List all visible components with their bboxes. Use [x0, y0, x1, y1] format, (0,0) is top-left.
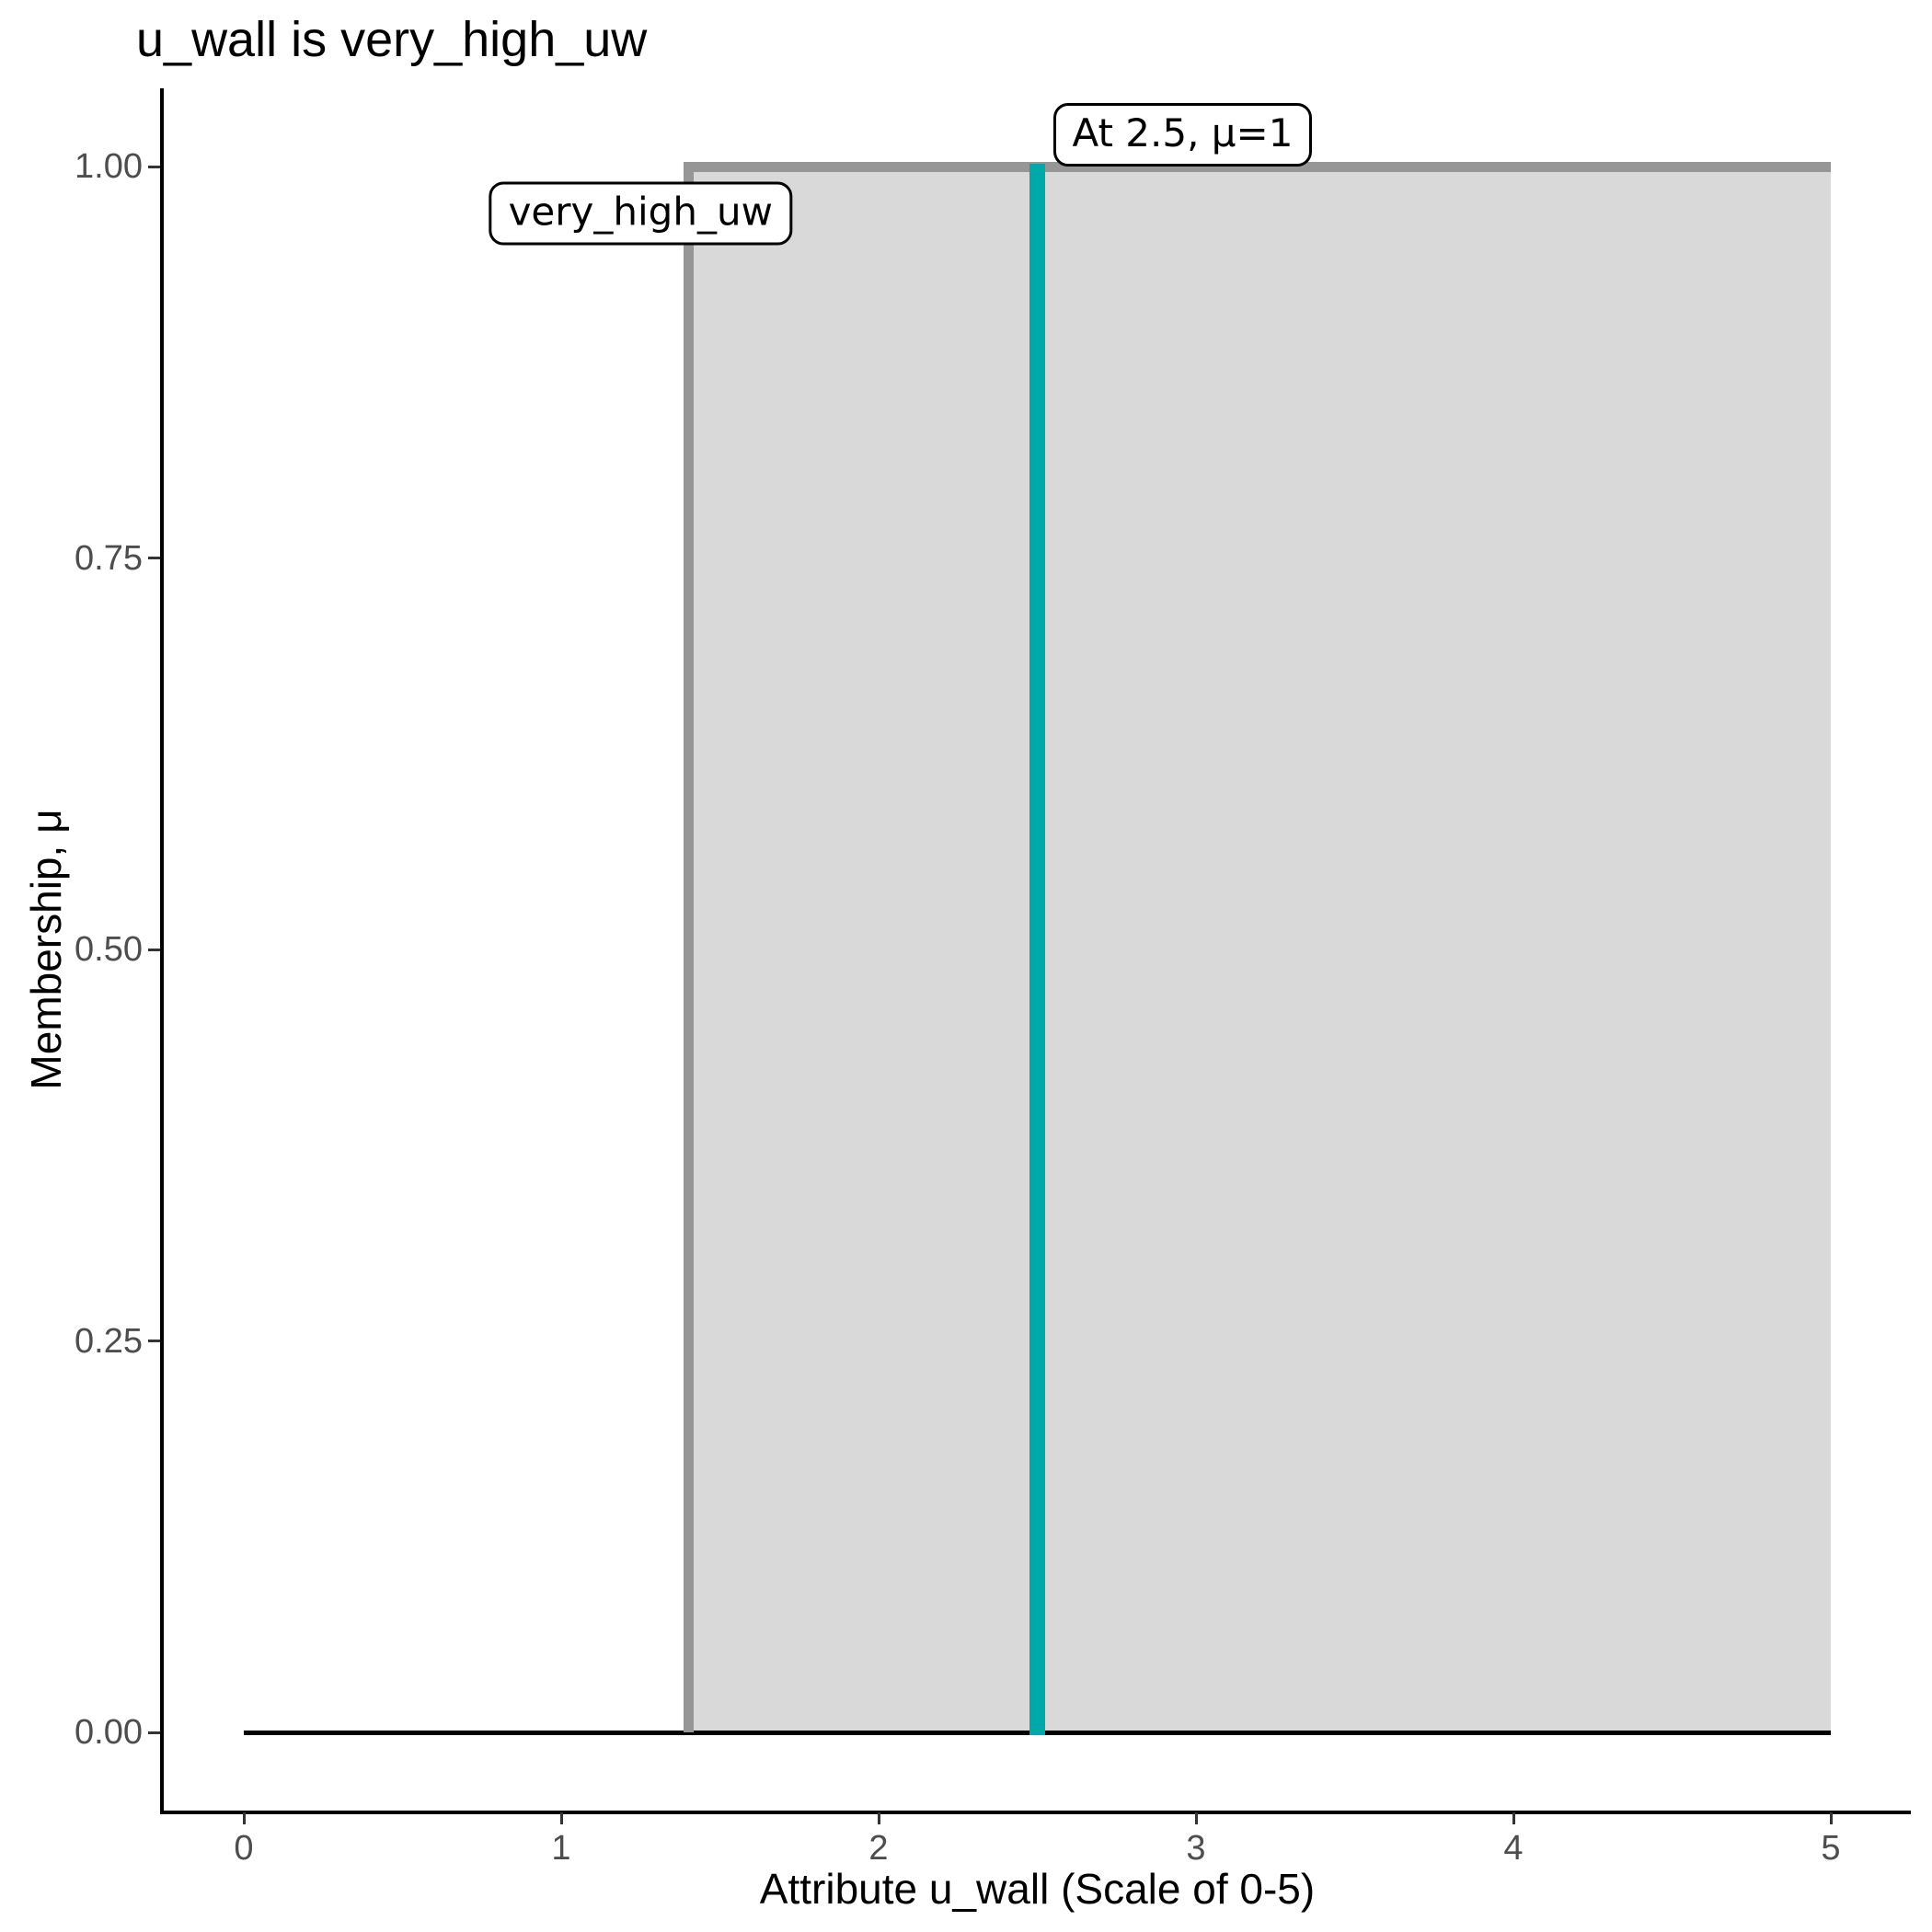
x-tick-label: 0 — [234, 1829, 254, 1868]
y-tick-mark — [148, 1340, 160, 1342]
input-value-annotation-label: At 2.5, μ=1 — [1052, 103, 1313, 167]
x-tick-label: 2 — [868, 1829, 889, 1868]
x-tick-mark — [1194, 1812, 1198, 1824]
y-tick-label: 1.00 — [75, 147, 143, 186]
fuzzy-set-name-annotation-label: very_high_uw — [489, 181, 792, 246]
y-tick-mark — [148, 557, 160, 559]
y-tick-mark — [148, 165, 160, 168]
y-tick-label: 0.00 — [75, 1713, 143, 1752]
x-tick-mark — [1512, 1812, 1515, 1824]
membership-step-vertical-line — [683, 161, 694, 1732]
x-axis-line — [160, 1811, 1911, 1814]
x-tick-mark — [1829, 1812, 1833, 1824]
x-tick-mark — [242, 1812, 246, 1824]
x-tick-mark — [559, 1812, 563, 1824]
y-axis-line — [160, 88, 164, 1814]
membership-fill-region — [688, 167, 1831, 1732]
x-tick-mark — [877, 1812, 880, 1824]
y-axis-title: Membership, μ — [22, 809, 70, 1090]
x-tick-label: 4 — [1503, 1829, 1524, 1868]
x-axis-title: Attribute u_wall (Scale of 0-5) — [759, 1865, 1316, 1913]
y-tick-mark — [148, 948, 160, 951]
x-tick-label: 1 — [551, 1829, 571, 1868]
plot-title: u_wall is very_high_uw — [136, 12, 648, 67]
x-tick-label: 5 — [1821, 1829, 1841, 1868]
y-tick-label: 0.75 — [75, 538, 143, 578]
membership-step-horizontal-line — [683, 161, 1831, 172]
y-tick-mark — [148, 1731, 160, 1734]
x-tick-label: 3 — [1186, 1829, 1206, 1868]
crisp-input-vertical-line — [1029, 164, 1045, 1735]
y-tick-label: 0.25 — [75, 1321, 143, 1361]
y-tick-label: 0.50 — [75, 930, 143, 969]
